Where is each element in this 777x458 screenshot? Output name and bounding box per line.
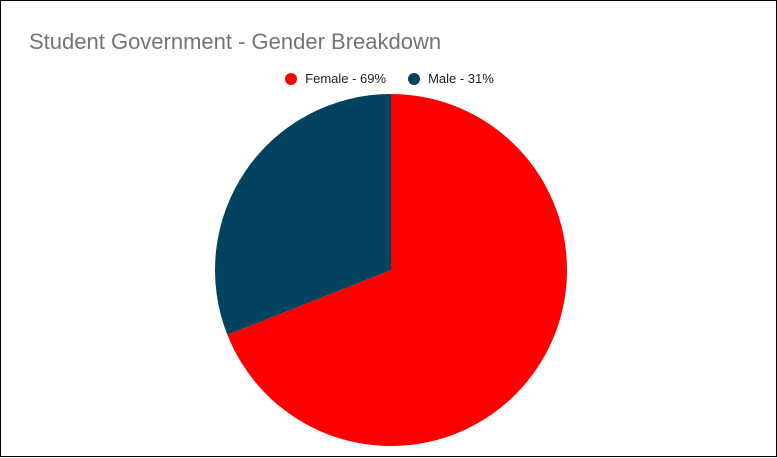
legend-item-female: Female - 69%: [285, 71, 386, 86]
legend-label-male: Male - 31%: [428, 71, 494, 86]
legend-label-female: Female - 69%: [305, 71, 387, 86]
chart-legend: Female - 69% Male - 31%: [1, 71, 777, 86]
chart-title: Student Government - Gender Breakdown: [29, 29, 442, 54]
legend-swatch-female: [285, 72, 298, 85]
pie-slice-female: [227, 94, 567, 447]
pie-slice-male: [214, 94, 391, 335]
legend-swatch-male: [408, 72, 421, 85]
legend-item-male: Male - 31%: [408, 71, 494, 86]
